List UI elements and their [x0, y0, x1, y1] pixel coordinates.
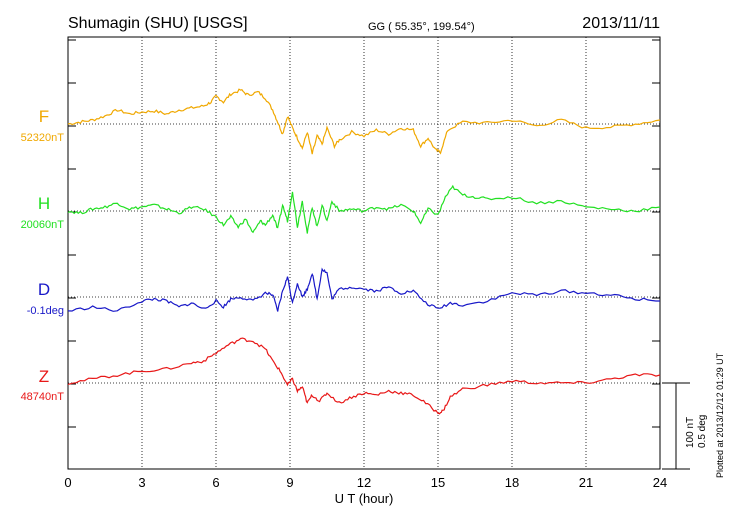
scale-bar-deg: 0.5 deg: [697, 415, 708, 448]
x-tick-label: 9: [286, 475, 293, 490]
series-line-h: [67, 184, 661, 234]
station-coordinates: GG ( 55.35°, 199.54°): [368, 21, 475, 33]
x-tick-label: 0: [64, 475, 71, 490]
x-tick-label: 21: [579, 475, 593, 490]
x-tick-label: 24: [653, 475, 667, 490]
baseline-value-f: 52320nT: [21, 132, 65, 144]
x-ticks: 0 3 6 9 12 15 18 21 24: [64, 39, 667, 490]
component-label-z: Z: [39, 367, 49, 386]
chart-date: 2013/11/11: [582, 15, 660, 32]
scale-bar-nt: 100 nT: [685, 417, 696, 448]
baseline-value-d: -0.1deg: [27, 305, 64, 317]
x-tick-label: 3: [138, 475, 145, 490]
grid-layer: [68, 37, 660, 469]
plotted-timestamp: Plotted at 2013/12/12 01:29 UT: [715, 352, 725, 478]
x-tick-label: 18: [505, 475, 519, 490]
component-label-f: F: [39, 107, 49, 126]
x-tick-label: 12: [357, 475, 371, 490]
x-axis-label: U T (hour): [335, 491, 394, 506]
series-line-d: [67, 267, 660, 312]
scale-bar: 100 nT 0.5 deg: [662, 382, 708, 470]
series-line-f: [67, 88, 661, 155]
series-line-z: [67, 337, 661, 415]
baseline-value-z: 48740nT: [21, 391, 65, 403]
x-tick-label: 6: [212, 475, 219, 490]
x-tick-label: 15: [431, 475, 445, 490]
series-layer: [67, 88, 661, 415]
component-label-d: D: [38, 280, 50, 299]
component-labels: F 52320nT H 20060nT D -0.1deg Z 48740nT: [21, 107, 65, 403]
baseline-value-h: 20060nT: [21, 219, 65, 231]
chart-title: Shumagin (SHU) [USGS]: [68, 15, 248, 32]
component-label-h: H: [38, 194, 50, 213]
